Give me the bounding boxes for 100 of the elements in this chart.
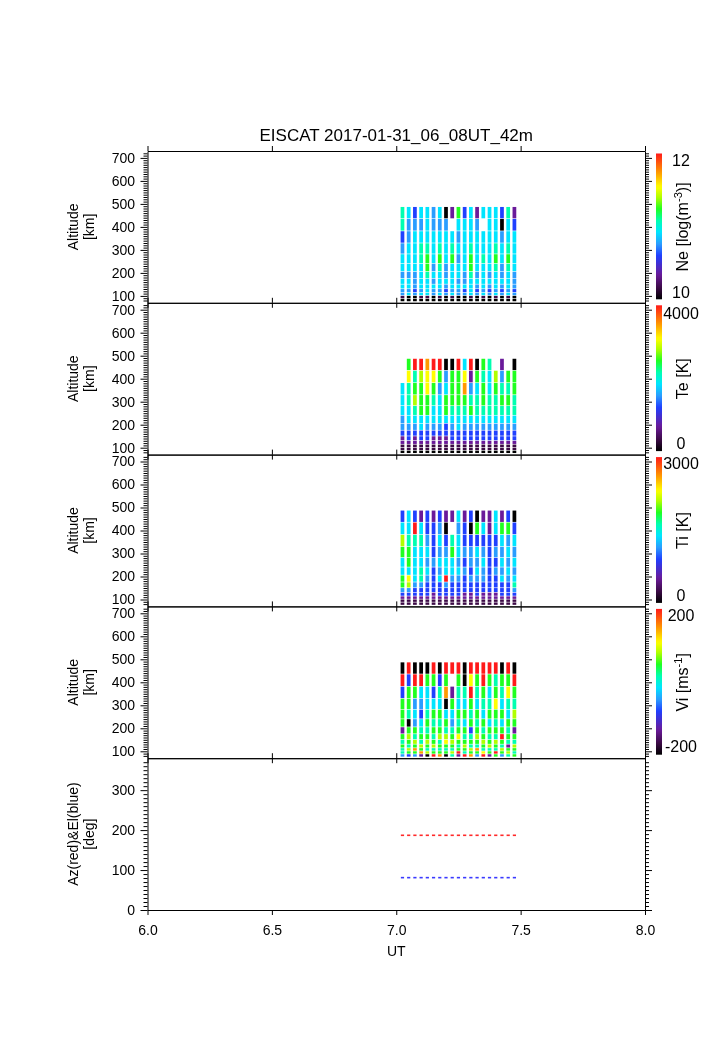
point <box>462 727 467 734</box>
point <box>437 734 442 740</box>
y-tick-label: 700 <box>111 453 136 470</box>
color-bar-label: -200 <box>664 738 698 756</box>
point <box>500 430 504 436</box>
point <box>406 423 411 430</box>
point <box>425 582 430 588</box>
y-tick-label: 300 <box>111 241 136 258</box>
point <box>444 440 448 444</box>
point <box>431 602 436 605</box>
point <box>493 727 498 734</box>
point <box>425 284 430 289</box>
point <box>450 734 455 740</box>
y-tick-label: 600 <box>111 628 136 645</box>
point <box>469 739 473 744</box>
point <box>437 727 442 734</box>
point <box>475 278 479 284</box>
point <box>425 588 430 593</box>
y-tick-label: 600 <box>111 172 136 189</box>
point <box>450 592 455 596</box>
point <box>425 430 430 436</box>
point <box>493 423 498 430</box>
point <box>406 575 411 582</box>
color-bar-label: 3000 <box>663 455 699 473</box>
point <box>481 430 486 436</box>
point <box>481 284 486 289</box>
x-tick-label: 7.0 <box>387 921 407 938</box>
point <box>481 744 486 748</box>
color-bar-label: 200 <box>667 607 695 625</box>
y-tick-label: 700 <box>111 301 136 318</box>
point <box>462 284 467 289</box>
point <box>431 744 436 748</box>
chart-title: EISCAT 2017-01-31_06_08UT_42m <box>259 126 533 145</box>
point <box>481 440 486 444</box>
y-tick-label: 500 <box>111 499 136 516</box>
point <box>493 440 498 444</box>
point <box>437 602 442 605</box>
point <box>469 588 473 593</box>
point <box>450 588 455 593</box>
y-axis-title: Altitude [km] <box>65 658 97 706</box>
point <box>444 744 448 748</box>
point <box>425 739 430 744</box>
point <box>437 588 442 593</box>
point <box>462 739 467 744</box>
point <box>481 582 486 588</box>
point <box>425 423 430 430</box>
point <box>481 588 486 593</box>
point <box>444 588 448 593</box>
point <box>462 430 467 436</box>
point <box>506 602 511 605</box>
point <box>481 739 486 744</box>
y-axis-title: Altitude [km] <box>65 506 97 554</box>
x-tick-label: 6.5 <box>262 921 283 938</box>
y-tick-label: 100 <box>111 862 136 879</box>
point <box>487 602 492 605</box>
point <box>406 739 411 744</box>
point <box>406 734 411 740</box>
y-tick-label: 200 <box>111 264 136 281</box>
y-tick-label: 500 <box>111 651 136 668</box>
point <box>419 436 423 441</box>
y-tick-label: 300 <box>111 782 136 799</box>
point <box>500 592 504 596</box>
y-tick-label: 0 <box>127 901 136 918</box>
point <box>462 582 467 588</box>
point <box>413 440 417 444</box>
point <box>475 430 479 436</box>
point <box>406 727 411 734</box>
point <box>450 436 455 441</box>
point <box>444 592 448 596</box>
point <box>493 436 498 441</box>
point <box>406 582 411 588</box>
point <box>450 744 455 748</box>
point <box>475 436 479 441</box>
point <box>400 602 405 605</box>
point <box>462 588 467 593</box>
y-tick-label: 300 <box>111 697 136 714</box>
point <box>493 744 498 748</box>
point <box>425 278 430 284</box>
point <box>425 436 430 441</box>
color-bar-title: Te [K] <box>673 358 691 400</box>
point <box>450 440 455 444</box>
point <box>475 440 479 444</box>
point <box>437 592 442 596</box>
point <box>469 602 473 605</box>
point <box>419 734 423 740</box>
point <box>506 284 511 289</box>
point <box>406 602 411 605</box>
y-tick-label: 100 <box>111 439 136 456</box>
point <box>419 588 423 593</box>
point <box>475 739 479 744</box>
point <box>437 582 442 588</box>
point <box>406 440 411 444</box>
point <box>437 744 442 748</box>
point <box>425 602 430 605</box>
point <box>512 744 517 748</box>
y-tick-label: 400 <box>111 370 136 387</box>
point <box>419 278 423 284</box>
y-tick-label: 600 <box>111 476 136 493</box>
y-tick-label: 400 <box>111 218 136 235</box>
color-bar-label: 10 <box>672 284 690 302</box>
